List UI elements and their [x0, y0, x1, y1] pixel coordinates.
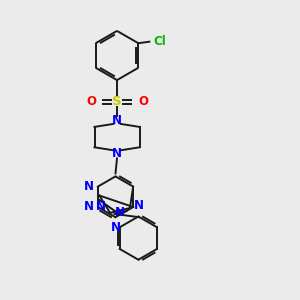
Text: N: N: [112, 147, 122, 161]
Text: N: N: [110, 221, 121, 234]
Text: N: N: [84, 180, 94, 193]
Text: N: N: [96, 200, 106, 213]
Text: S: S: [112, 95, 122, 108]
Text: Cl: Cl: [153, 35, 166, 48]
Text: O: O: [86, 95, 96, 108]
Text: N: N: [115, 206, 125, 219]
Text: O: O: [138, 95, 148, 108]
Text: N: N: [134, 199, 144, 212]
Text: N: N: [112, 114, 122, 127]
Text: N: N: [84, 200, 94, 214]
